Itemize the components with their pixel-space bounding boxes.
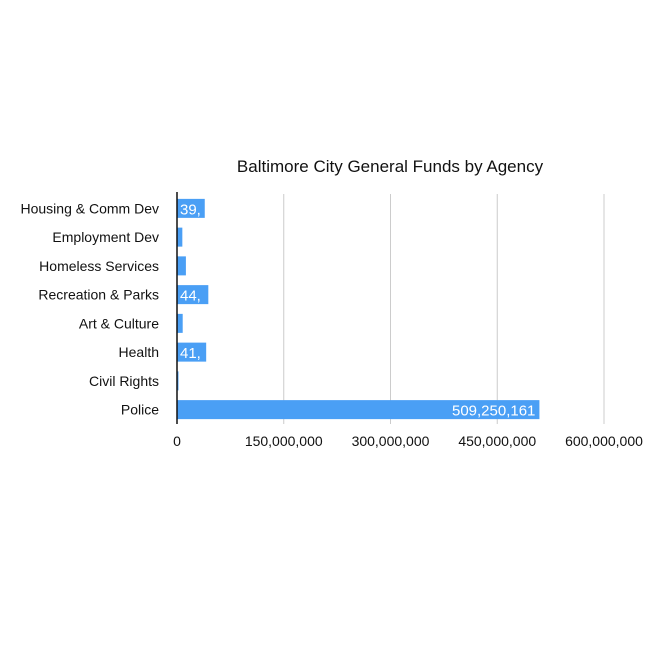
bar: [177, 313, 183, 333]
category-label: Police: [121, 402, 159, 418]
category-label: Recreation & Parks: [38, 287, 159, 303]
category-label: Civil Rights: [89, 373, 159, 389]
bar: [177, 256, 186, 276]
bars: 39, 44, 41, 509,250,161: [177, 198, 540, 420]
x-tick-label: 300,000,000: [352, 433, 430, 449]
x-tick-label: 0: [173, 433, 181, 449]
bar: [177, 285, 209, 305]
category-label: Housing & Comm Dev: [21, 200, 160, 216]
bar-value-label: 509,250,161: [452, 403, 535, 420]
bar: [177, 342, 207, 362]
bar: [177, 198, 205, 218]
bar-value-label: 41,: [180, 345, 201, 362]
category-label: Health: [119, 344, 159, 360]
chart-title: Baltimore City General Funds by Agency: [237, 157, 544, 176]
x-tick-label: 450,000,000: [458, 433, 536, 449]
bar: [177, 227, 183, 247]
category-label: Art & Culture: [79, 315, 159, 331]
category-label: Employment Dev: [52, 229, 159, 245]
category-labels: Housing & Comm Dev Employment Dev Homeless…: [21, 200, 160, 417]
bar: [177, 400, 540, 420]
bar-value-label: 39,: [180, 201, 201, 218]
category-label: Homeless Services: [39, 258, 159, 274]
x-tick-label: 150,000,000: [245, 433, 323, 449]
x-tick-label: 600,000,000: [565, 433, 643, 449]
grid-lines: [283, 194, 605, 424]
bar-value-label: 44,: [180, 288, 201, 305]
x-tick-labels: 0 150,000,000 300,000,000 450,000,000 600,00…: [173, 433, 643, 449]
